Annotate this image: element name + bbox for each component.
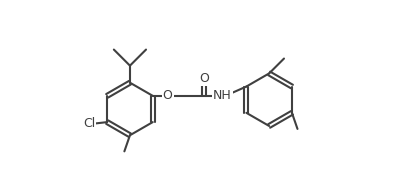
- Text: O: O: [163, 89, 173, 102]
- Text: NH: NH: [213, 89, 232, 102]
- Text: O: O: [199, 72, 209, 85]
- Text: Cl: Cl: [83, 117, 95, 130]
